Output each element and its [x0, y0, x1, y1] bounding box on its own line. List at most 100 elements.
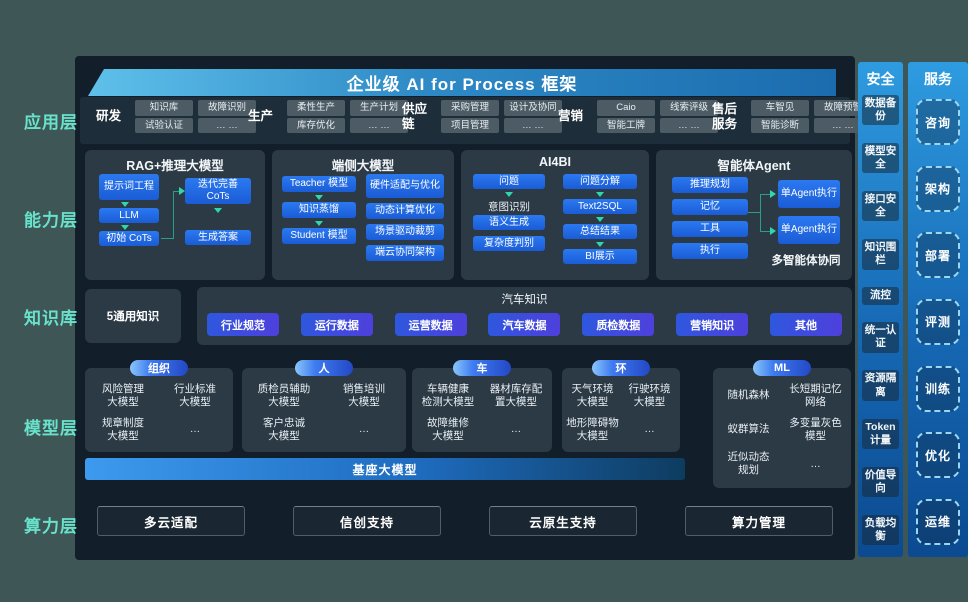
flow-chip: 单Agent执行 [778, 216, 840, 244]
security-item: 资源隔离 [862, 370, 899, 401]
card-title: 端侧大模型 [331, 159, 395, 173]
app-feature: 车智见 [751, 100, 809, 116]
model-item: … [358, 423, 370, 436]
app-feature: 生产计划 [350, 100, 408, 116]
connector-line [173, 191, 174, 239]
app-group-rnd: 研发 知识库 试验认证 故障识别 … … [96, 100, 256, 133]
security-item: 流控 [862, 287, 899, 305]
arrow-right-icon [179, 187, 185, 195]
flow-chip: 推理规划 [672, 177, 748, 193]
app-feature: 线索评级 [660, 100, 718, 116]
rag-model-card: RAG+推理大模型 提示词工程 LLM 初始 CoTs 迭代完善CoTs 生成答… [85, 150, 265, 280]
app-domain-label: 生产 [248, 109, 274, 124]
app-feature: Caio [597, 100, 655, 116]
app-feature: 项目管理 [441, 117, 499, 133]
service-item: 评测 [916, 298, 960, 345]
connector-line [760, 194, 761, 232]
app-feature-chip: 生产计划 … … [350, 100, 408, 133]
service-item: 部署 [916, 232, 960, 279]
security-item: 知识围栏 [862, 239, 899, 270]
arrow-down-icon [315, 195, 323, 200]
card-title: AI4BI [539, 155, 571, 169]
arrow-down-icon [505, 192, 513, 197]
model-group-card-environment: 环 天气环境 大模型 行驶环境 大模型 地形障碍物 大模型… [562, 360, 680, 452]
layer-label-model: 模型层 [24, 419, 78, 438]
security-item: 负载均衡 [862, 514, 899, 545]
app-feature: 智能工牌 [597, 117, 655, 133]
app-feature-chip: 线索评级 … … [660, 100, 718, 133]
model-item-grid: 风险管理 大模型 行业标准 大模型 规章制度 大模型… [85, 368, 233, 446]
model-item-grid: 随机森林 长短期记忆 网络 蚁群算法 多变量灰色 模型 近似动态 规划… [713, 368, 851, 481]
model-item: 行驶环境 大模型 [628, 383, 671, 408]
app-feature-chip: Caio 智能工牌 [597, 100, 655, 133]
app-feature: … … [504, 117, 562, 133]
service-item: 架构 [916, 165, 960, 212]
knowledge-chip: 营销知识 [676, 313, 749, 336]
flow-chip: 知识蒸馏 [282, 202, 356, 218]
model-item: 行业标准 大模型 [174, 383, 216, 408]
model-item-grid: 天气环境 大模型 行驶环境 大模型 地形障碍物 大模型… [562, 368, 680, 446]
connector-line [760, 194, 770, 195]
service-item: 训练 [916, 365, 960, 412]
model-item: 风险管理 大模型 [102, 383, 144, 408]
security-column: 安全 数据备份 模型安全 接口安全 知识围栏 流控 统一认证 资源隔离 Token计量 价值导向… [858, 62, 903, 557]
service-item: 运维 [916, 498, 960, 545]
model-group-pill: 环 [592, 360, 650, 376]
flow-chip: 问题分解 [563, 174, 637, 189]
app-feature-chip: 车智见 智能诊断 [751, 100, 809, 133]
arrow-down-icon [596, 242, 604, 247]
flow-text: 意图识别 [488, 201, 530, 213]
model-item: 随机森林 [727, 389, 770, 402]
arrow-right-icon [770, 227, 776, 235]
connector-line [760, 231, 770, 232]
layer-label-knowledge: 知识库 [24, 309, 78, 328]
general-knowledge-card: 5通用知识 [85, 289, 181, 343]
card-title: RAG+推理大模型 [126, 159, 224, 173]
flow-chip: Student 模型 [282, 228, 356, 244]
model-group-card-person: 人 质检员辅助 大模型 销售培训 大模型 客户忠诚 大模型… [242, 360, 406, 452]
flow-chip: 迭代完善CoTs [185, 178, 251, 204]
app-feature-chip: 柔性生产 库存优化 [287, 100, 345, 133]
knowledge-chip-row: 行业规范 运行数据 运营数据 汽车数据 质检数据 营销知识 其他 [197, 307, 852, 336]
app-feature: … … [814, 117, 872, 133]
flow-chip: 语义生成 [473, 215, 545, 230]
arrow-right-icon [770, 190, 776, 198]
model-group-pill: 组织 [130, 360, 188, 376]
flow-chip: 初始 CoTs [99, 231, 159, 246]
service-item: 咨询 [916, 99, 960, 145]
app-group-production: 生产 柔性生产 库存优化 生产计划 … … [248, 100, 408, 133]
arrow-down-icon [596, 217, 604, 222]
flow-chip: 总结结果 [563, 224, 637, 239]
security-item: 模型安全 [862, 143, 899, 174]
app-group-marketing: 营销 Caio 智能工牌 线索评级 … … [558, 100, 718, 133]
model-group-pill: 人 [295, 360, 353, 376]
arrow-down-icon [596, 192, 604, 197]
security-item: 数据备份 [862, 95, 899, 126]
model-item: 天气环境 大模型 [571, 383, 614, 408]
security-title: 安全 [866, 71, 895, 87]
flow-chip: 复杂度判别 [473, 236, 545, 251]
model-item: 客户忠诚 大模型 [263, 417, 305, 442]
app-domain-label: 供应链 [402, 102, 428, 131]
app-feature: … … [350, 117, 408, 133]
model-item-grid: 质检员辅助 大模型 销售培训 大模型 客户忠诚 大模型… [242, 368, 406, 446]
arrow-down-icon [121, 202, 129, 207]
knowledge-chip: 运行数据 [300, 313, 373, 336]
layer-label-capability: 能力层 [24, 211, 78, 230]
flow-chip: 端云协同架构 [366, 245, 444, 261]
flow-chip: 硬件适配与优化 [366, 174, 444, 198]
flow-chip: Teacher 模型 [282, 176, 356, 192]
app-feature: 库存优化 [287, 117, 345, 133]
services-column: 服务 咨询 架构 部署 评测 训练 优化 运维 [908, 62, 968, 557]
model-item: 车辆健康 检测大模型 [421, 383, 475, 408]
app-feature: 知识库 [135, 100, 193, 116]
app-feature-chip: 故障预警 … … [814, 100, 872, 133]
flow-chip: 生成答案 [185, 230, 251, 245]
flow-chip: 场景驱动裁剪 [366, 224, 444, 240]
layer-label-compute: 算力层 [24, 517, 78, 536]
app-feature: 设计及协同 [504, 100, 562, 116]
app-feature: 采购管理 [441, 100, 499, 116]
security-item: 接口安全 [862, 191, 899, 222]
model-item: … [810, 457, 821, 470]
